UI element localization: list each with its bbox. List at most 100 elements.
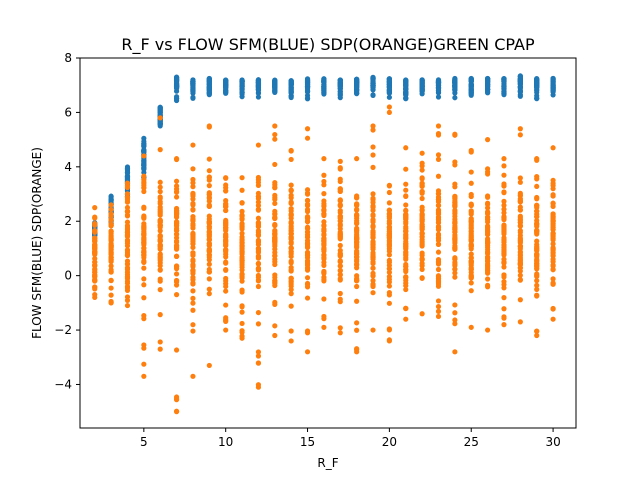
data-point-orange	[223, 254, 229, 260]
data-point-orange	[435, 241, 442, 247]
data-point-orange	[173, 178, 180, 184]
data-point-orange	[288, 253, 294, 260]
data-point-orange	[239, 200, 245, 206]
data-point-orange	[157, 257, 163, 264]
data-point-orange	[223, 288, 229, 294]
data-point-orange	[386, 300, 392, 306]
data-point-orange	[403, 243, 409, 249]
data-point-orange	[157, 242, 163, 248]
data-point-orange	[304, 215, 311, 221]
data-point-orange	[354, 261, 360, 267]
data-point-orange	[157, 339, 163, 345]
data-point-orange	[337, 325, 343, 331]
data-point-orange	[239, 309, 245, 315]
data-point-orange	[124, 261, 131, 267]
data-point-orange	[386, 200, 392, 206]
data-point-orange	[550, 220, 556, 226]
data-point-orange	[550, 267, 556, 273]
data-point-orange	[108, 242, 114, 249]
data-point-orange	[157, 232, 163, 239]
data-point-blue	[517, 88, 523, 95]
data-point-orange	[157, 246, 163, 252]
data-point-orange	[124, 274, 131, 280]
data-point-orange	[386, 259, 392, 265]
data-point-orange	[517, 235, 523, 241]
data-point-orange	[337, 242, 343, 249]
data-point-orange	[370, 273, 376, 279]
data-point-orange	[206, 362, 212, 369]
data-point-blue	[288, 94, 294, 101]
data-point-orange	[141, 295, 147, 301]
data-point-orange	[370, 290, 376, 296]
data-point-orange	[517, 190, 523, 196]
data-point-blue	[124, 166, 131, 172]
data-point-orange	[485, 269, 491, 276]
data-point-blue	[452, 82, 458, 89]
data-point-orange	[190, 322, 196, 328]
data-point-orange	[370, 241, 376, 247]
data-point-orange	[141, 232, 147, 238]
data-point-orange	[190, 176, 196, 183]
data-point-orange	[173, 263, 180, 269]
data-point-orange	[550, 262, 556, 268]
data-point-orange	[501, 190, 507, 196]
data-point-orange	[157, 266, 163, 273]
data-point-orange	[452, 229, 458, 235]
data-point-orange	[468, 191, 474, 198]
data-point-orange	[517, 297, 523, 303]
data-point-orange	[288, 188, 294, 194]
y-tick-label: 6	[64, 105, 72, 119]
data-point-orange	[272, 301, 278, 307]
data-point-orange	[435, 199, 442, 205]
data-point-orange	[468, 324, 474, 330]
data-point-orange	[108, 230, 114, 237]
data-point-blue	[517, 78, 523, 84]
chart-title: R_F vs FLOW SFM(BLUE) SDP(ORANGE)GREEN C…	[121, 35, 535, 55]
data-point-orange	[354, 202, 360, 209]
data-point-orange	[124, 194, 131, 200]
data-point-orange	[468, 280, 474, 286]
data-point-orange	[452, 200, 458, 206]
data-point-orange	[517, 319, 523, 325]
data-point-orange	[190, 217, 196, 223]
data-point-orange	[173, 235, 180, 241]
data-point-orange	[452, 184, 458, 190]
data-point-orange	[304, 234, 311, 240]
data-point-blue	[255, 80, 262, 86]
data-point-orange	[108, 285, 114, 291]
data-point-orange	[190, 142, 196, 148]
data-point-orange	[92, 259, 98, 265]
data-point-blue	[141, 138, 147, 145]
data-point-orange	[272, 123, 278, 129]
data-point-orange	[239, 255, 245, 261]
data-point-orange	[304, 135, 311, 141]
y-tick-label: 8	[64, 51, 72, 65]
data-point-orange	[485, 219, 491, 225]
data-point-orange	[288, 215, 294, 221]
data-point-blue	[272, 89, 278, 96]
data-point-orange	[501, 306, 507, 312]
data-point-orange	[386, 274, 392, 280]
data-point-orange	[435, 283, 442, 289]
data-point-orange	[124, 184, 131, 191]
data-point-orange	[435, 303, 442, 310]
data-point-orange	[255, 353, 262, 359]
data-point-orange	[354, 265, 360, 271]
data-point-orange	[304, 197, 311, 204]
x-axis-label: R_F	[317, 456, 338, 470]
data-point-blue	[403, 78, 409, 84]
data-point-orange	[435, 173, 442, 179]
data-point-orange	[239, 329, 245, 335]
data-point-orange	[288, 231, 294, 237]
data-point-orange	[337, 272, 343, 278]
data-point-orange	[534, 328, 540, 334]
data-point-orange	[157, 189, 163, 195]
data-point-orange	[206, 175, 212, 181]
data-point-orange	[190, 184, 196, 190]
data-point-orange	[206, 257, 212, 263]
data-point-blue	[304, 96, 311, 102]
data-point-orange	[206, 124, 212, 130]
data-point-orange	[468, 224, 474, 231]
data-point-orange	[288, 328, 294, 334]
data-point-orange	[337, 176, 343, 182]
